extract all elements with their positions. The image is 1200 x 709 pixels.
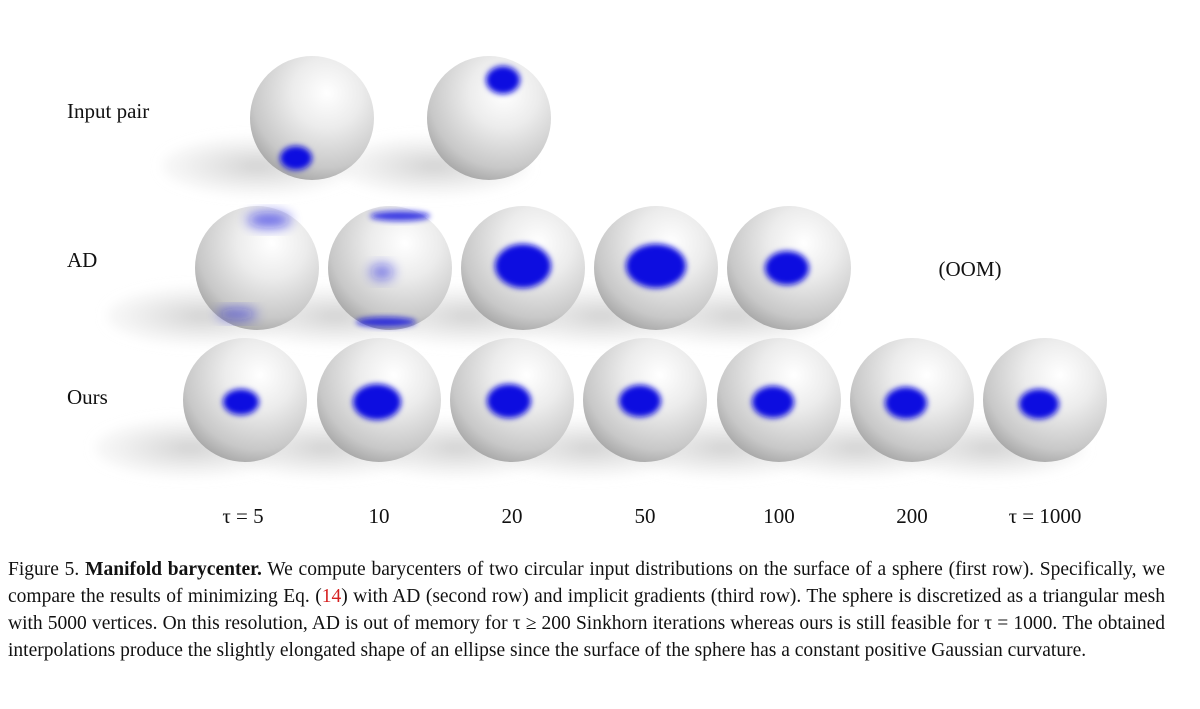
sphere: [717, 338, 841, 462]
column-labels: τ = 5 10 20 50 100 200 τ = 1000: [222, 504, 1081, 528]
row-label: AD: [67, 248, 97, 272]
column-label: 10: [369, 504, 390, 528]
distribution-blob: [353, 384, 401, 420]
oom-label: (OOM): [939, 257, 1002, 281]
column-label: 50: [635, 504, 656, 528]
distribution-blob: [752, 386, 794, 418]
column-label: 200: [896, 504, 928, 528]
sphere: [461, 206, 585, 330]
sphere: [850, 338, 974, 462]
distribution-blob: [487, 384, 531, 418]
sphere-renders: [95, 56, 1107, 476]
distribution-blob: [885, 387, 927, 419]
distribution-blob: [1019, 389, 1059, 419]
distribution-blob: [356, 317, 416, 327]
sphere-body: [427, 56, 551, 180]
sphere: [317, 338, 441, 462]
column-label: τ = 1000: [1009, 504, 1082, 528]
column-label: 20: [502, 504, 523, 528]
distribution-blob: [223, 389, 259, 415]
distribution-blob: [495, 244, 551, 288]
distribution-blob: [247, 212, 291, 228]
sphere: [450, 338, 574, 462]
sphere: [427, 56, 551, 180]
sphere: [250, 56, 374, 180]
sphere-body: [195, 206, 319, 330]
sphere: [583, 338, 707, 462]
sphere: [328, 206, 452, 330]
figure-caption: Figure 5. Manifold barycenter. We comput…: [8, 556, 1165, 664]
distribution-blob: [370, 264, 394, 280]
distribution-blob: [486, 66, 520, 94]
caption-text: We compute barycenters of two circular i…: [8, 559, 1165, 607]
sphere: [195, 206, 319, 330]
caption-text: ) with AD (second row) and implicit grad…: [8, 586, 1166, 661]
caption-prefix: Figure 5.: [8, 559, 80, 580]
distribution-blob: [217, 308, 257, 320]
column-label: 100: [763, 504, 795, 528]
distribution-blob: [280, 146, 312, 170]
caption-title: Manifold barycenter.: [85, 559, 262, 580]
sphere: [983, 338, 1107, 462]
sphere: [594, 206, 718, 330]
sphere-body: [250, 56, 374, 180]
distribution-blob: [626, 244, 686, 288]
column-label: τ = 5: [222, 504, 263, 528]
distribution-blob: [619, 385, 661, 417]
distribution-blob: [370, 211, 430, 221]
distribution-blob: [765, 251, 809, 285]
sphere: [727, 206, 851, 330]
row-label: Input pair: [67, 99, 149, 123]
figure: Input pair AD Ours (OOM) τ = 5 10 20 50 100 2…: [67, 56, 1107, 528]
sphere: [183, 338, 307, 462]
row-label: Ours: [67, 385, 108, 409]
equation-ref[interactable]: 14: [321, 586, 342, 607]
